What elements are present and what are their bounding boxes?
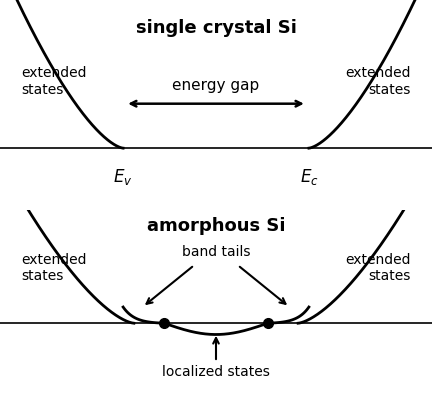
Text: energy gap: energy gap <box>172 78 260 93</box>
Text: extended
states: extended states <box>345 253 410 283</box>
Text: extended
states: extended states <box>345 66 410 97</box>
Text: band tails: band tails <box>182 244 250 259</box>
Text: localized states: localized states <box>162 365 270 379</box>
Text: $E_c$: $E_c$ <box>299 166 318 187</box>
Text: amorphous Si: amorphous Si <box>147 217 285 235</box>
Text: $E_v$: $E_v$ <box>113 166 133 187</box>
Text: extended
states: extended states <box>22 253 87 283</box>
Text: extended
states: extended states <box>22 66 87 97</box>
Text: single crystal Si: single crystal Si <box>136 19 296 36</box>
